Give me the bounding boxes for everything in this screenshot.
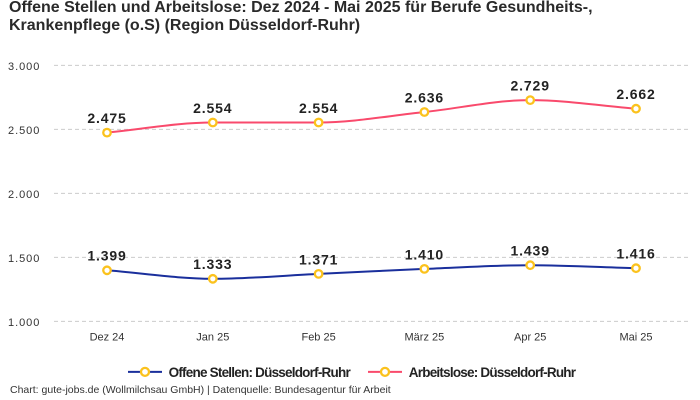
svg-text:1.500: 1.500 [8, 253, 40, 265]
svg-text:3.000: 3.000 [8, 61, 40, 73]
svg-text:1.410: 1.410 [405, 246, 444, 262]
svg-text:2.729: 2.729 [511, 78, 550, 94]
svg-text:2.000: 2.000 [8, 189, 40, 201]
svg-text:1.371: 1.371 [299, 251, 338, 267]
svg-text:2.554: 2.554 [193, 100, 232, 116]
svg-text:1.416: 1.416 [616, 246, 655, 262]
svg-text:2.636: 2.636 [405, 89, 444, 105]
svg-text:1.399: 1.399 [87, 248, 126, 264]
svg-text:2.500: 2.500 [8, 125, 40, 137]
svg-text:1.000: 1.000 [8, 317, 40, 329]
svg-text:Mai 25: Mai 25 [619, 332, 652, 344]
svg-text:März 25: März 25 [405, 332, 445, 344]
svg-text:Arbeitslose: Düsseldorf-Ruhr: Arbeitslose: Düsseldorf-Ruhr [409, 365, 577, 380]
svg-text:1.439: 1.439 [511, 243, 550, 259]
svg-text:2.554: 2.554 [299, 100, 338, 116]
svg-text:Dez 24: Dez 24 [90, 332, 125, 344]
svg-text:Apr 25: Apr 25 [514, 332, 546, 344]
svg-text:Jan 25: Jan 25 [196, 332, 229, 344]
svg-text:Feb 25: Feb 25 [301, 332, 335, 344]
svg-text:2.662: 2.662 [616, 86, 655, 102]
svg-text:2.475: 2.475 [87, 110, 126, 126]
svg-text:Offene Stellen: Düsseldorf-Ruh: Offene Stellen: Düsseldorf-Ruhr [169, 365, 352, 380]
svg-text:1.333: 1.333 [193, 256, 232, 272]
